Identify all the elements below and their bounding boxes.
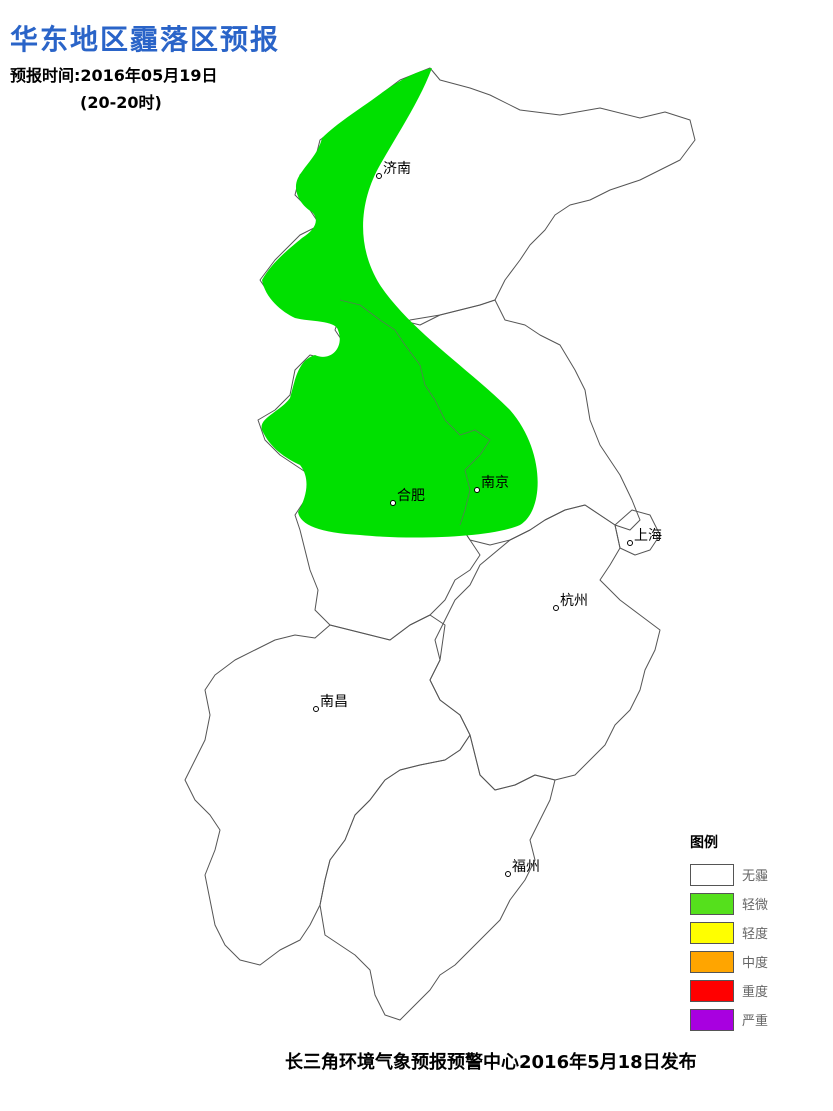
province-zhejiang	[429, 504, 661, 791]
city-marker-icon	[390, 500, 396, 506]
city-shanghai: 上海	[627, 525, 662, 546]
legend: 图例 无霾 轻微 轻度 中度 重度 严重	[690, 832, 768, 1034]
forecast-period: (20-20时)	[80, 93, 162, 112]
city-marker-icon	[627, 540, 633, 546]
haze-area-light	[261, 68, 538, 538]
forecast-date: 预报时间:2016年05月19日	[10, 66, 218, 85]
city-jinan: 济南	[376, 158, 411, 179]
legend-item-moderate: 中度	[690, 947, 768, 976]
legend-swatch	[690, 950, 734, 973]
city-nanjing: 南京	[474, 472, 509, 493]
legend-swatch	[690, 1008, 734, 1031]
legend-swatch	[690, 921, 734, 944]
legend-swatch	[690, 892, 734, 915]
legend-item-light: 轻度	[690, 918, 768, 947]
city-marker-icon	[474, 487, 480, 493]
legend-title: 图例	[690, 835, 718, 851]
city-hefei: 合肥	[390, 485, 425, 506]
issuer-note: 长三角环境气象预报预警中心2016年5月18日发布	[285, 1052, 697, 1073]
city-marker-icon	[376, 173, 382, 179]
city-hangzhou: 杭州	[553, 590, 588, 611]
province-jiangxi	[184, 614, 471, 966]
city-fuzhou: 福州	[505, 856, 540, 877]
legend-swatch	[690, 863, 734, 886]
legend-item-slight: 轻微	[690, 889, 768, 918]
province-shanghai	[614, 509, 661, 556]
city-marker-icon	[553, 605, 559, 611]
legend-item-none: 无霾	[690, 860, 768, 889]
legend-item-heavy: 重度	[690, 976, 768, 1005]
legend-item-severe: 严重	[690, 1005, 768, 1034]
city-marker-icon	[505, 871, 511, 877]
map-title: 华东地区霾落区预报	[10, 23, 281, 56]
city-marker-icon	[313, 706, 319, 712]
legend-swatch	[690, 979, 734, 1002]
province-fujian	[319, 734, 556, 1021]
city-nanchang: 南昌	[313, 691, 348, 712]
